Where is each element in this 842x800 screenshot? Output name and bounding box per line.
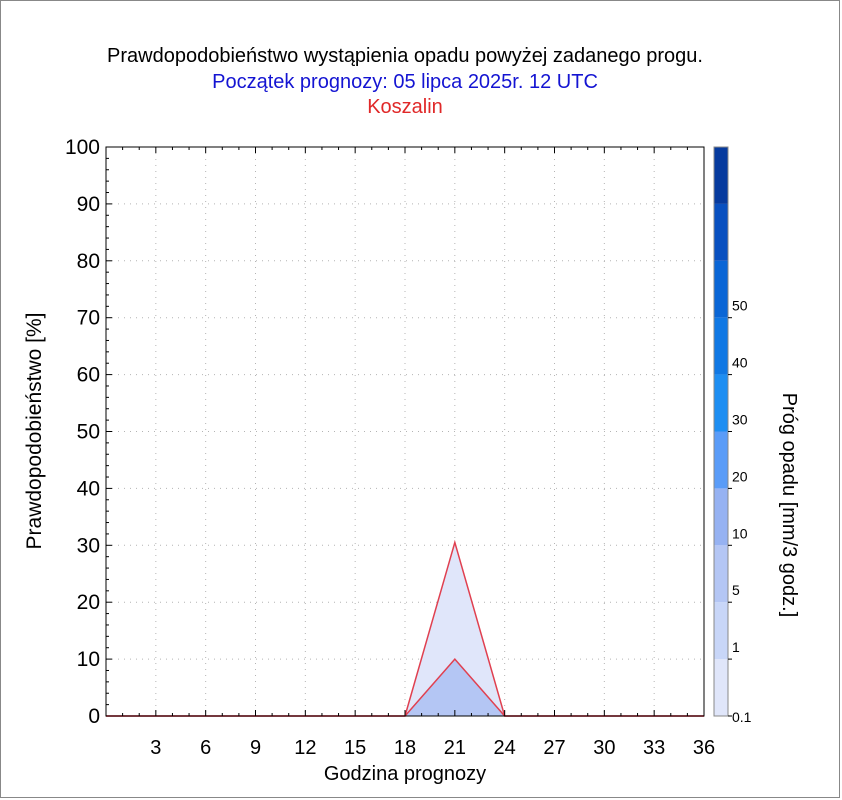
y-tick-label: 80 — [77, 250, 100, 273]
y-tick-label: 30 — [77, 534, 100, 557]
y-axis-label: Prawdopodobieństwo [%] — [23, 313, 46, 550]
colorbar-segment — [714, 203, 728, 261]
series-area-0.1 — [106, 542, 704, 716]
y-tick-label: 40 — [77, 477, 100, 500]
plot-frame — [105, 146, 705, 717]
chart-location: Koszalin — [367, 96, 443, 118]
y-tick-label: 100 — [65, 136, 100, 159]
colorbar-segment — [714, 317, 728, 375]
x-tick-label: 27 — [543, 737, 565, 759]
x-tick-label: 33 — [643, 737, 665, 759]
x-tick-label: 3 — [150, 737, 161, 759]
colorbar-segment — [714, 545, 728, 603]
x-axis-label: Godzina prognozy — [324, 763, 486, 785]
y-tick-label: 70 — [77, 307, 100, 330]
colorbar-tick-label: 40 — [732, 355, 748, 371]
x-tick-label: 12 — [294, 737, 316, 759]
colorbar-tick-label: 20 — [732, 468, 748, 484]
chart-title: Prawdopodobieństwo wystąpienia opadu pow… — [107, 45, 703, 67]
colorbar-tick-label: 50 — [732, 298, 748, 314]
x-tick-label: 24 — [494, 737, 516, 759]
colorbar-segment — [714, 488, 728, 546]
colorbar-tick-label: 30 — [732, 412, 748, 428]
x-tick-label: 21 — [444, 737, 466, 759]
x-tick-label: 30 — [593, 737, 615, 759]
colorbar: 0.1 1 5 10 20 30 40 50 — [713, 146, 752, 725]
colorbar-tick-label: 1 — [732, 639, 740, 655]
y-tick-label: 60 — [77, 364, 100, 387]
x-tick-label: 15 — [344, 737, 366, 759]
colorbar-segment — [714, 659, 728, 716]
y-tick-label: 0 — [88, 705, 100, 728]
y-tick-label: 90 — [77, 193, 100, 216]
colorbar-tick-label: 5 — [732, 582, 740, 598]
colorbar-tick-label: 0.1 — [732, 709, 752, 725]
x-tick-label: 9 — [250, 737, 261, 759]
x-tick-label: 18 — [394, 737, 416, 759]
x-tick-label: 6 — [200, 737, 211, 759]
colorbar-segment — [714, 431, 728, 489]
y-tick-label: 20 — [77, 591, 100, 614]
colorbar-segment — [714, 374, 728, 432]
colorbar-segment — [714, 602, 728, 660]
chart-subtitle: Początek prognozy: 05 lipca 2025r. 12 UT… — [212, 71, 598, 93]
axes: 3 6 9 12 15 18 21 24 27 30 33 360102030405060708090… — [65, 136, 715, 759]
y-tick-label: 50 — [77, 421, 100, 444]
colorbar-label: Próg opadu [mm/3 godz.] — [778, 393, 800, 618]
grid — [106, 147, 704, 716]
series-line-0.1 — [106, 539, 704, 717]
colorbar-segment — [714, 260, 728, 318]
y-tick-label: 10 — [77, 648, 100, 671]
colorbar-tick-label: 10 — [732, 525, 748, 541]
plot-area — [106, 539, 704, 717]
colorbar-segment — [714, 147, 728, 204]
x-tick-label: 36 — [693, 737, 715, 759]
